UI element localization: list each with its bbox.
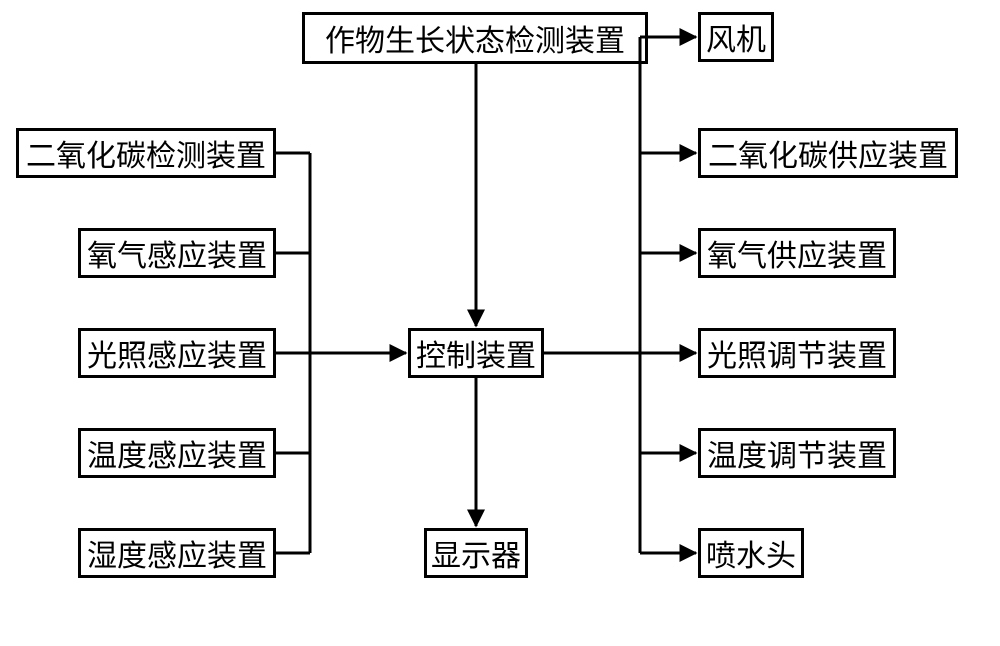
- node-label: 二氧化碳供应装置: [708, 131, 948, 175]
- node-label: 光照感应装置: [87, 331, 267, 375]
- node-left-1: 二氧化碳检测装置: [16, 128, 276, 178]
- node-left-5: 湿度感应装置: [78, 528, 276, 578]
- node-left-3: 光照感应装置: [78, 328, 276, 378]
- node-bottom: 显示器: [424, 528, 528, 578]
- node-label: 显示器: [431, 531, 521, 575]
- node-label: 温度感应装置: [87, 431, 267, 475]
- node-right-6: 喷水头: [698, 528, 804, 578]
- node-top-center: 作物生长状态检测装置: [302, 12, 648, 64]
- node-label: 控制装置: [416, 331, 536, 375]
- node-right-5: 温度调节装置: [698, 428, 896, 478]
- node-label: 氧气感应装置: [87, 231, 267, 275]
- node-label: 二氧化碳检测装置: [26, 131, 266, 175]
- node-right-2: 二氧化碳供应装置: [698, 128, 958, 178]
- node-label: 湿度感应装置: [87, 531, 267, 575]
- node-right-4: 光照调节装置: [698, 328, 896, 378]
- node-label: 光照调节装置: [707, 331, 887, 375]
- node-right-1: 风机: [698, 12, 774, 62]
- node-left-2: 氧气感应装置: [78, 228, 276, 278]
- node-label: 风机: [706, 15, 766, 59]
- node-left-4: 温度感应装置: [78, 428, 276, 478]
- node-label: 氧气供应装置: [707, 231, 887, 275]
- node-label: 作物生长状态检测装置: [325, 16, 625, 60]
- node-label: 温度调节装置: [707, 431, 887, 475]
- node-label: 喷水头: [706, 531, 796, 575]
- node-right-3: 氧气供应装置: [698, 228, 896, 278]
- node-center: 控制装置: [408, 328, 544, 378]
- diagram-canvas: 作物生长状态检测装置 二氧化碳检测装置 氧气感应装置 光照感应装置 温度感应装置…: [0, 0, 1000, 646]
